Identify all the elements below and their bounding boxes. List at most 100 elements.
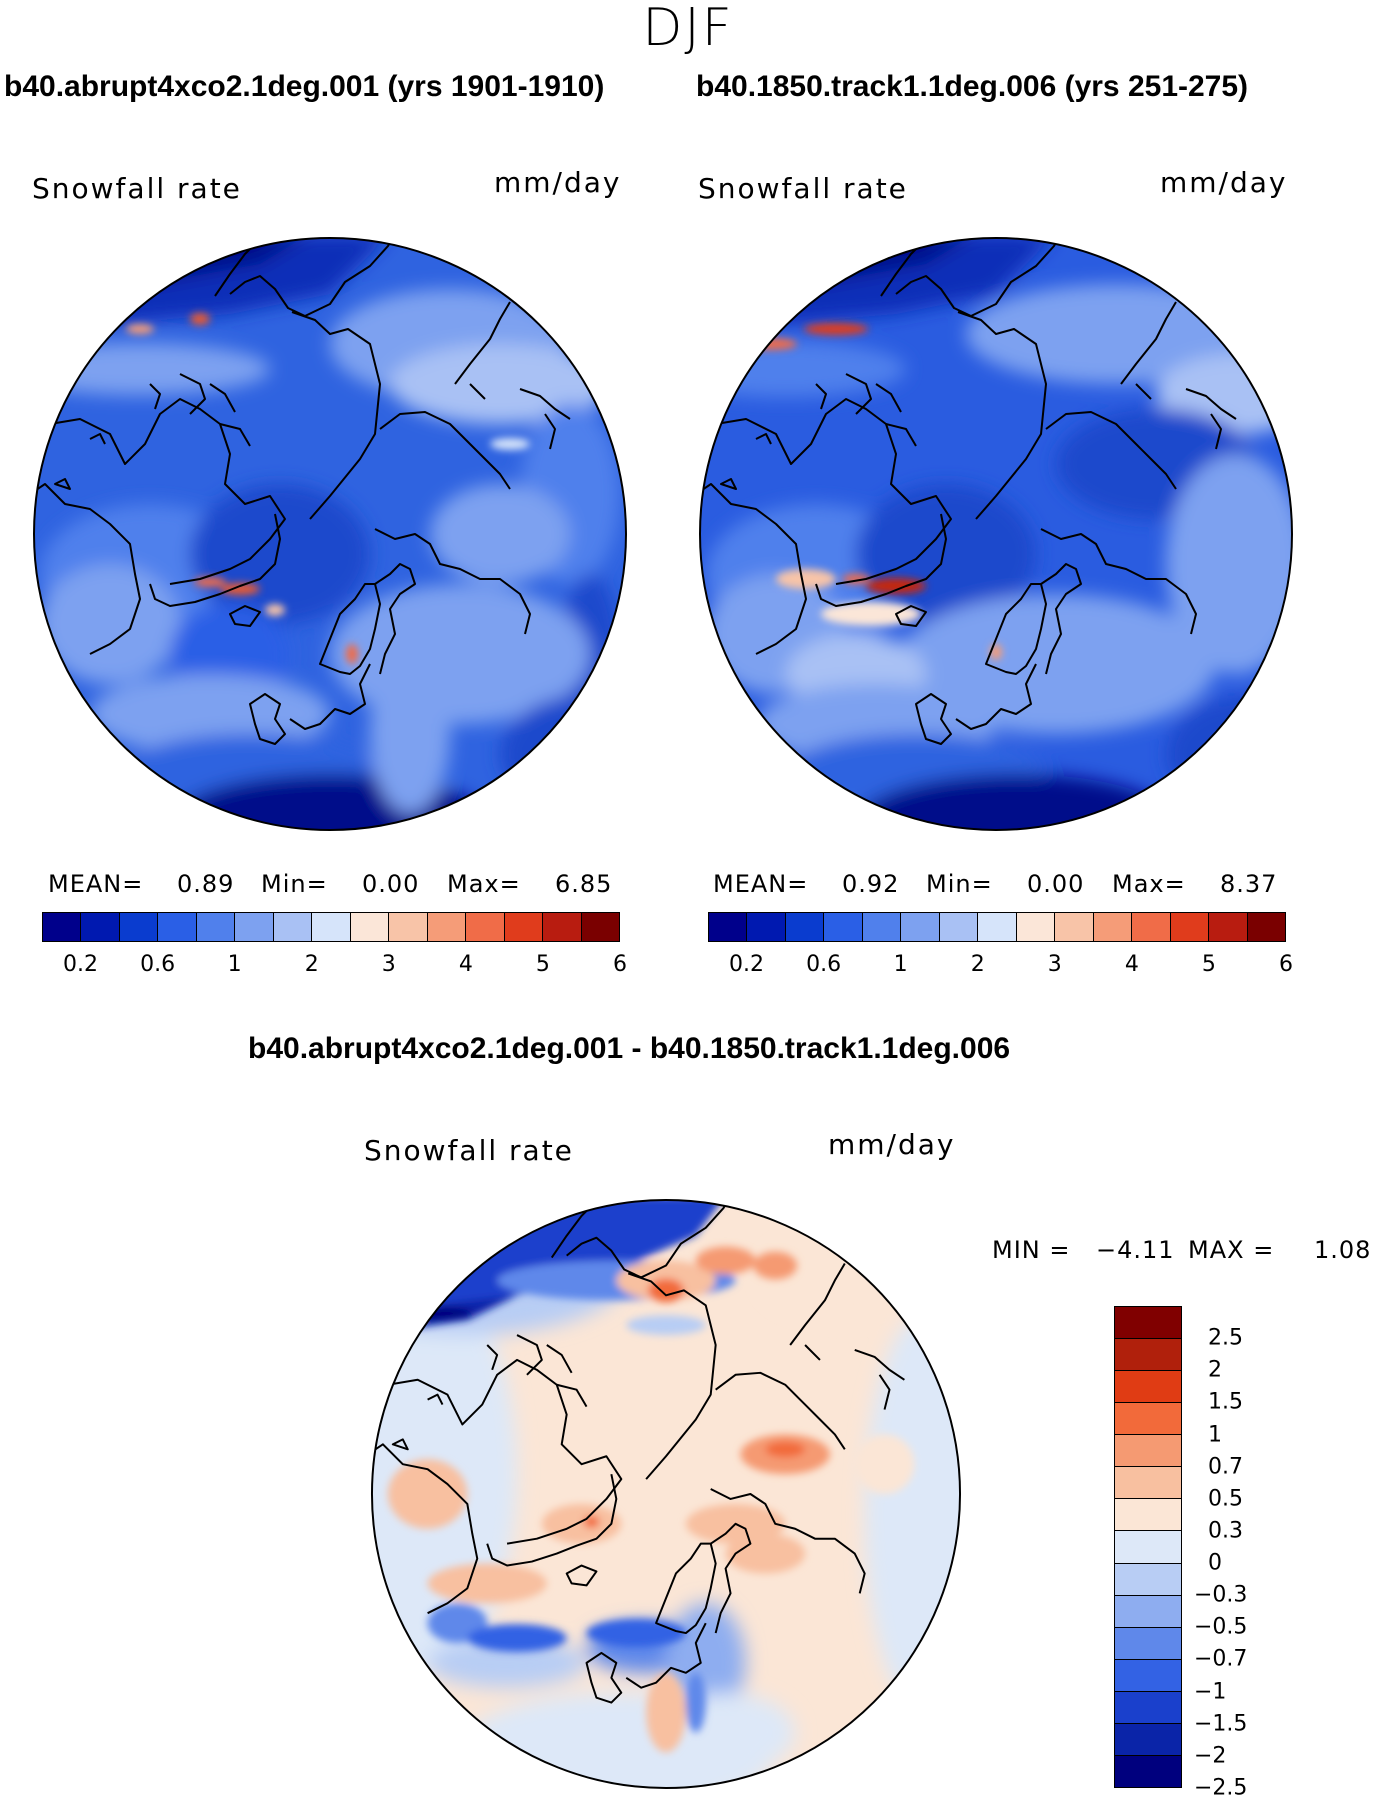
left-variable-label: Snowfall rate xyxy=(32,172,242,205)
colorbar-swatch xyxy=(862,913,902,941)
colorbar-tick-label: −2.5 xyxy=(1194,1775,1248,1801)
colorbar-swatch xyxy=(81,913,120,941)
colorbar-swatch xyxy=(1170,913,1210,941)
left-min-value: 0.00 xyxy=(362,870,420,898)
colorbar-swatch xyxy=(119,913,159,941)
colorbar-swatch xyxy=(785,913,825,941)
colorbar-tick-label: −1.5 xyxy=(1194,1711,1248,1737)
colorbar-tick-label: 1 xyxy=(893,952,908,977)
colorbar-swatch xyxy=(978,913,1017,941)
right-panel-title: b40.1850.track1.1deg.006 (yrs 251-275) xyxy=(696,70,1249,103)
colorbar-tick-label: −0.3 xyxy=(1194,1582,1248,1608)
colorbar-tick-label: −1 xyxy=(1194,1679,1227,1705)
colorbar-swatch xyxy=(1093,913,1133,941)
left-colorbar xyxy=(42,912,620,942)
colorbar-tick-label: 1 xyxy=(227,952,242,977)
colorbar-swatch xyxy=(543,913,582,941)
left-colorbar-ticks: 0.2 0.6 1 2 3 4 5 6 xyxy=(42,952,627,982)
colorbar-tick-label: 2 xyxy=(970,952,985,977)
colorbar-swatch xyxy=(1115,1499,1181,1532)
colorbar-swatch xyxy=(1209,913,1248,941)
right-units-label: mm/day xyxy=(1160,166,1288,199)
colorbar-tick-label: −2 xyxy=(1194,1743,1227,1769)
colorbar-tick-label: −0.5 xyxy=(1194,1614,1248,1640)
colorbar-swatch xyxy=(709,913,748,941)
diff-min-value: −4.11 xyxy=(1096,1236,1175,1264)
left-max-label: Max= xyxy=(447,870,521,898)
colorbar-tick-label: 0.2 xyxy=(729,952,765,977)
colorbar-swatch xyxy=(158,913,197,941)
colorbar-swatch xyxy=(1115,1691,1181,1724)
colorbar-swatch xyxy=(939,913,979,941)
colorbar-tick-label: 4 xyxy=(458,952,473,977)
colorbar-tick-label: 0.5 xyxy=(1208,1486,1243,1512)
colorbar-swatch xyxy=(466,913,505,941)
colorbar-swatch xyxy=(1115,1467,1181,1500)
colorbar-tick-label: 2 xyxy=(1208,1357,1222,1383)
diff-variable-label: Snowfall rate xyxy=(364,1134,574,1167)
colorbar-tick-label: 5 xyxy=(535,952,550,977)
right-mean-value: 0.92 xyxy=(842,870,900,898)
colorbar-swatch xyxy=(1115,1595,1181,1628)
colorbar-swatch xyxy=(1115,1371,1181,1404)
right-min-label: Min= xyxy=(926,870,993,898)
colorbar-swatch xyxy=(1115,1723,1181,1756)
colorbar-swatch xyxy=(1247,913,1286,941)
colorbar-swatch xyxy=(1115,1403,1181,1436)
left-min-label: Min= xyxy=(261,870,328,898)
right-max-value: 8.37 xyxy=(1220,870,1278,898)
colorbar-tick-label: 5 xyxy=(1201,952,1216,977)
colorbar-swatch xyxy=(235,913,274,941)
colorbar-swatch xyxy=(43,913,82,941)
colorbar-swatch xyxy=(312,913,351,941)
colorbar-tick-label: 0.7 xyxy=(1208,1454,1243,1480)
diff-min-label: MIN = xyxy=(992,1236,1071,1264)
colorbar-swatch xyxy=(350,913,390,941)
colorbar-tick-label: 1.5 xyxy=(1208,1389,1243,1415)
colorbar-swatch xyxy=(273,913,313,941)
colorbar-tick-label: 0.2 xyxy=(63,952,99,977)
colorbar-swatch xyxy=(1115,1627,1181,1660)
diff-units-label: mm/day xyxy=(828,1128,956,1161)
left-mean-value: 0.89 xyxy=(177,870,235,898)
season-title: DJF xyxy=(642,0,734,58)
colorbar-tick-label: 6 xyxy=(613,952,627,977)
colorbar-swatch xyxy=(1115,1531,1181,1564)
right-polar-map xyxy=(699,237,1293,831)
colorbar-swatch xyxy=(1115,1755,1181,1787)
colorbar-tick-label: 4 xyxy=(1124,952,1139,977)
right-colorbar xyxy=(708,912,1286,942)
left-units-label: mm/day xyxy=(494,166,622,199)
colorbar-swatch xyxy=(1115,1435,1181,1468)
colorbar-swatch xyxy=(196,913,236,941)
colorbar-tick-label: −0.7 xyxy=(1194,1646,1248,1672)
right-variable-label: Snowfall rate xyxy=(698,172,908,205)
right-colorbar-ticks: 0.2 0.6 1 2 3 4 5 6 xyxy=(708,952,1293,982)
colorbar-tick-label: 2 xyxy=(304,952,319,977)
right-min-value: 0.00 xyxy=(1027,870,1085,898)
colorbar-tick-label: 3 xyxy=(1047,952,1062,977)
colorbar-swatch xyxy=(747,913,786,941)
diff-max-value: 1.08 xyxy=(1314,1236,1372,1264)
colorbar-tick-label: 1 xyxy=(1208,1422,1222,1448)
colorbar-tick-label: 0.6 xyxy=(140,952,176,977)
left-panel-title: b40.abrupt4xco2.1deg.001 (yrs 1901-1910) xyxy=(4,70,605,103)
colorbar-tick-label: 6 xyxy=(1279,952,1293,977)
colorbar-swatch xyxy=(1132,913,1171,941)
left-polar-map xyxy=(33,237,627,831)
colorbar-swatch xyxy=(1115,1339,1181,1372)
left-mean-label: MEAN= xyxy=(48,870,144,898)
colorbar-swatch xyxy=(1115,1307,1181,1340)
diff-colorbar xyxy=(1114,1306,1182,1788)
colorbar-swatch xyxy=(1115,1563,1181,1596)
diff-colorbar-ticks: 2.5 2 1.5 1 0.7 0.5 0.3 0 −0.3 −0.5 −0.7 −1 −1.5 −2 −2… xyxy=(1194,1306,1274,1801)
colorbar-tick-label: 0 xyxy=(1208,1550,1222,1576)
colorbar-swatch xyxy=(824,913,863,941)
colorbar-swatch xyxy=(1016,913,1056,941)
colorbar-swatch xyxy=(427,913,467,941)
colorbar-tick-label: 2.5 xyxy=(1208,1325,1243,1351)
diff-max-label: MAX = xyxy=(1188,1236,1275,1264)
colorbar-swatch xyxy=(901,913,940,941)
right-max-label: Max= xyxy=(1112,870,1186,898)
colorbar-swatch xyxy=(389,913,428,941)
